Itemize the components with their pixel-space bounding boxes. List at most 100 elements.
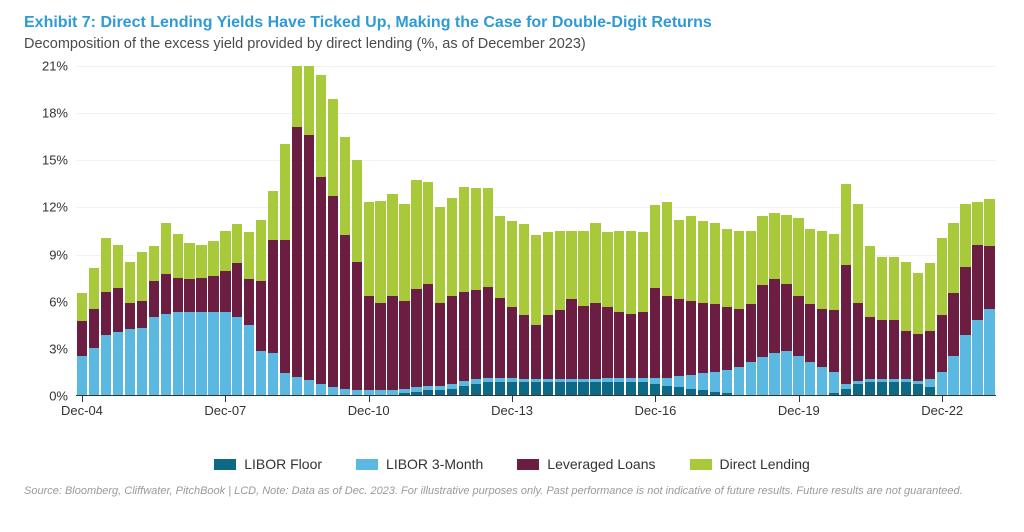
bar-segment-lev_loans: [566, 299, 576, 379]
bar-segment-lev_loans: [340, 235, 350, 389]
bar-segment-lev_loans: [853, 303, 863, 381]
bar-segment-libor_3m: [925, 379, 935, 387]
bar-segment-direct: [89, 268, 99, 309]
bar: [972, 66, 982, 395]
bar-segment-lev_loans: [244, 279, 254, 324]
bar: [292, 66, 302, 395]
bar: [113, 66, 123, 395]
bar-segment-lev_loans: [662, 296, 672, 377]
bar: [960, 66, 970, 395]
bar-segment-direct: [901, 262, 911, 331]
bar-segment-direct: [459, 187, 469, 292]
bar-segment-lev_loans: [937, 315, 947, 371]
bar-segment-lev_loans: [925, 331, 935, 380]
bar-segment-libor_3m: [137, 328, 147, 395]
bar: [578, 66, 588, 395]
bar-segment-libor_floor: [435, 390, 445, 395]
bar-segment-direct: [244, 232, 254, 279]
bar-segment-direct: [853, 204, 863, 303]
bar-segment-direct: [101, 238, 111, 291]
bar-segment-lev_loans: [638, 312, 648, 378]
bar: [435, 66, 445, 395]
bar-segment-libor_floor: [889, 382, 899, 395]
bar: [531, 66, 541, 395]
bar-segment-libor_3m: [781, 351, 791, 395]
bar: [328, 66, 338, 395]
y-tick-label: 12%: [24, 200, 68, 215]
bar-segment-libor_3m: [686, 375, 696, 389]
bar: [650, 66, 660, 395]
x-tick-label: Dec-04: [61, 403, 103, 418]
bar-segment-libor_3m: [101, 335, 111, 395]
bar-segment-lev_loans: [89, 309, 99, 348]
bar-segment-lev_loans: [364, 296, 374, 390]
bar-segment-libor_floor: [614, 382, 624, 395]
bar-segment-libor_floor: [519, 382, 529, 395]
bar-segment-libor_3m: [244, 325, 254, 396]
bar-segment-libor_floor: [411, 392, 421, 395]
bar-segment-lev_loans: [280, 240, 290, 373]
bar: [232, 66, 242, 395]
bar: [948, 66, 958, 395]
bar-segment-libor_3m: [364, 390, 374, 395]
bar-segment-lev_loans: [137, 301, 147, 328]
bar-segment-lev_loans: [328, 196, 338, 387]
bar-segment-libor_floor: [674, 387, 684, 395]
bar-segment-direct: [972, 202, 982, 244]
bar-segment-direct: [328, 99, 338, 196]
bar: [304, 66, 314, 395]
bar: [805, 66, 815, 395]
bar-segment-lev_loans: [626, 314, 636, 378]
y-tick-label: 6%: [24, 294, 68, 309]
bar-segment-direct: [161, 223, 171, 275]
bar-segment-libor_floor: [483, 382, 493, 395]
legend-item-libor_floor: LIBOR Floor: [214, 456, 322, 472]
bar-segment-lev_loans: [817, 309, 827, 367]
bar: [877, 66, 887, 395]
bar-segment-lev_loans: [901, 331, 911, 380]
bar-segment-libor_3m: [698, 373, 708, 390]
bar-segment-libor_floor: [638, 382, 648, 395]
bar-segment-libor_floor: [507, 382, 517, 395]
bar: [889, 66, 899, 395]
bar-segment-direct: [220, 231, 230, 272]
x-tick-label: Dec-13: [491, 403, 533, 418]
bar: [734, 66, 744, 395]
bar-segment-direct: [507, 221, 517, 307]
bar: [340, 66, 350, 395]
bar-segment-direct: [722, 229, 732, 307]
bar-segment-libor_floor: [459, 386, 469, 395]
bar-segment-libor_3m: [662, 378, 672, 386]
bar-segment-direct: [340, 137, 350, 236]
bar-segment-direct: [913, 273, 923, 334]
bar-segment-lev_loans: [602, 307, 612, 378]
bar-segment-direct: [757, 216, 767, 285]
bar-segment-lev_loans: [889, 320, 899, 380]
bar: [984, 66, 994, 395]
bar-segment-direct: [662, 202, 672, 296]
bar-segment-lev_loans: [877, 320, 887, 380]
y-tick-label: 0%: [24, 389, 68, 404]
legend-label: Direct Lending: [720, 456, 810, 472]
bar-segment-libor_floor: [423, 390, 433, 395]
bar: [686, 66, 696, 395]
bar-segment-direct: [686, 216, 696, 301]
bar-segment-libor_3m: [149, 317, 159, 395]
bar: [220, 66, 230, 395]
bar-segment-lev_loans: [304, 135, 314, 380]
y-tick-label: 21%: [24, 59, 68, 74]
bar: [316, 66, 326, 395]
bar-segment-direct: [387, 194, 397, 296]
bar-segment-lev_loans: [519, 315, 529, 379]
bar: [590, 66, 600, 395]
bar-segment-direct: [149, 246, 159, 280]
bar-segment-libor_floor: [662, 386, 672, 395]
bar-segment-direct: [602, 232, 612, 307]
legend-item-lev_loans: Leveraged Loans: [517, 456, 655, 472]
bar-segment-lev_loans: [746, 304, 756, 362]
bar-segment-direct: [889, 257, 899, 320]
bar-segment-direct: [769, 213, 779, 279]
bar-segment-libor_3m: [113, 332, 123, 395]
bar-segment-lev_loans: [268, 240, 278, 353]
bar: [173, 66, 183, 395]
